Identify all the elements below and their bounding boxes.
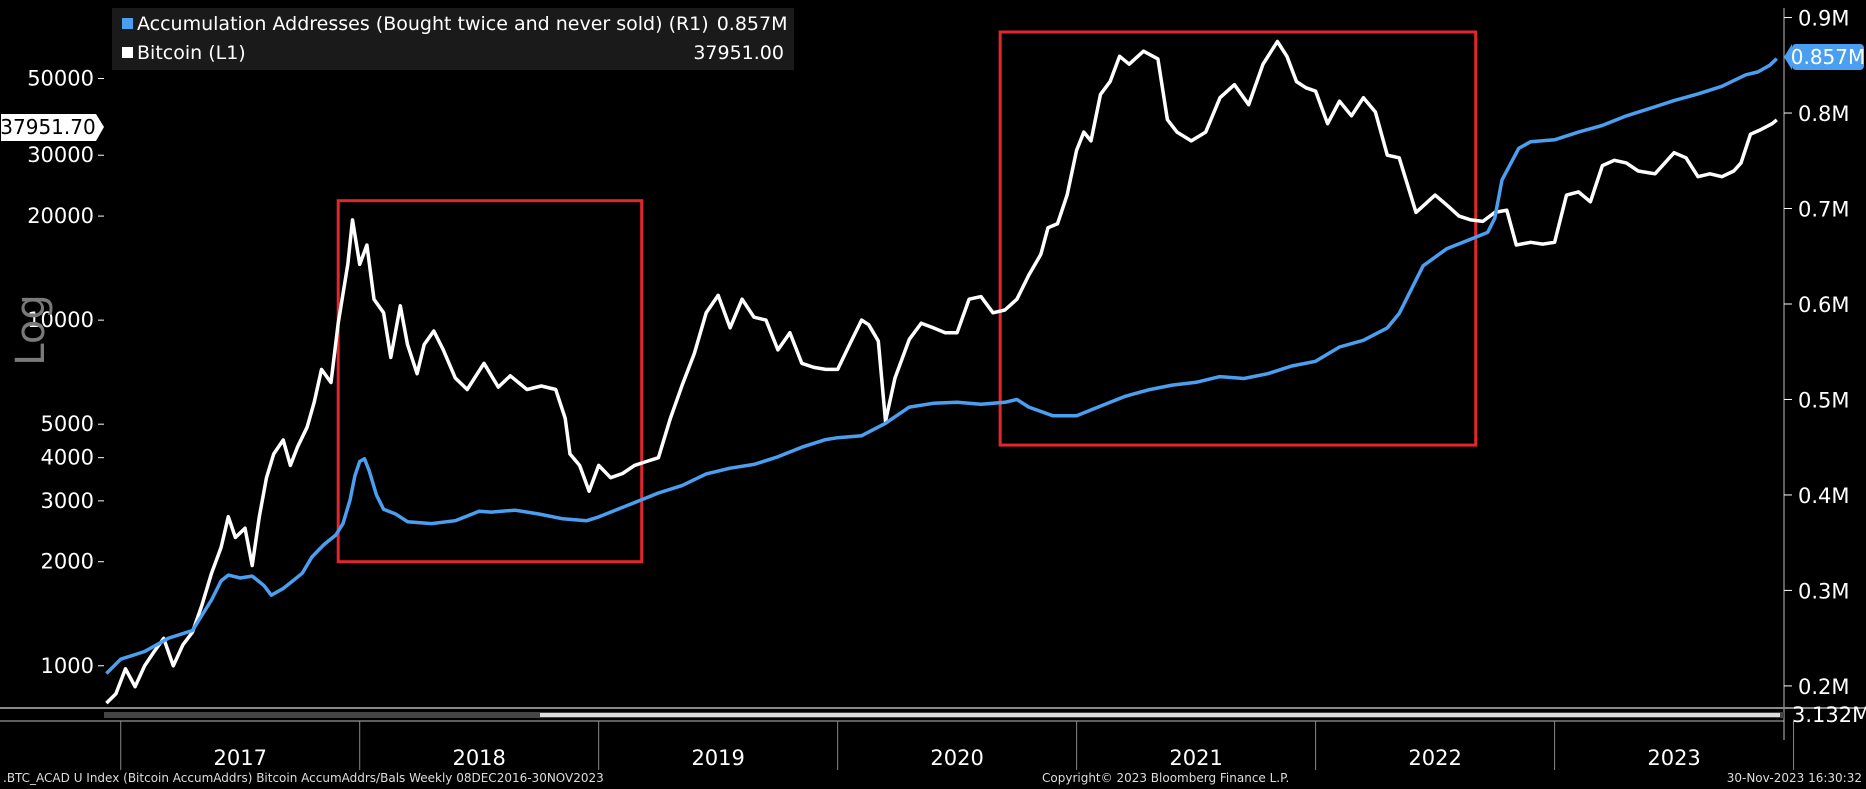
axes-frame (0, 8, 1866, 740)
footer-index-info: .BTC_ACAD U Index (Bitcoin AccumAddrs) B… (3, 771, 604, 785)
accumulation-swatch (122, 18, 133, 29)
legend-label-bitcoin: Bitcoin (L1) (137, 42, 246, 64)
last-value-left-label: 37951.70 (0, 115, 95, 139)
truncated-right-label: 3.132M (1792, 703, 1866, 727)
left-tick-label: 3000 (41, 489, 94, 513)
left-tick-label: 5000 (41, 412, 94, 436)
accumulation-line (105, 57, 1779, 675)
left-tick-label: 50000 (27, 67, 94, 91)
right-tick-label: 0.9M (1798, 7, 1850, 31)
legend-value-bitcoin: 37951.00 (693, 42, 784, 64)
bitcoin-swatch (122, 47, 133, 58)
right-axis: 0.2M 0.3M 0.4M 0.5M 0.6M 0.7M 0.8M 0.9M (1784, 7, 1850, 699)
bitcoin-line (105, 39, 1778, 705)
legend: Accumulation Addresses (Bought twice and… (112, 8, 794, 70)
footer-timestamp: 30-Nov-2023 16:30:32 (1726, 771, 1862, 785)
x-tick-label: 2023 (1647, 746, 1700, 770)
legend-item-bitcoin: Bitcoin (L1) 37951.00 (112, 40, 794, 66)
right-tick-label: 0.3M (1798, 579, 1850, 603)
legend-label-accumulation: Accumulation Addresses (Bought twice and… (137, 13, 709, 35)
x-tick-label: 2020 (930, 746, 983, 770)
last-value-right-marker: 0.857M (1784, 44, 1865, 70)
right-tick-label: 0.7M (1798, 198, 1850, 222)
right-tick-label: 0.6M (1798, 293, 1850, 317)
right-tick-label: 0.4M (1798, 484, 1850, 508)
x-tick-label: 2022 (1408, 746, 1461, 770)
right-tick-label: 0.2M (1798, 675, 1850, 699)
right-tick-label: 0.8M (1798, 102, 1850, 126)
highlight-box (336, 199, 644, 564)
left-scale-label: Log (8, 294, 54, 365)
x-tick-label: 2019 (691, 746, 744, 770)
x-tick-label: 2021 (1169, 746, 1222, 770)
left-tick-label: 10000 (27, 308, 94, 332)
footer-copyright: Copyright© 2023 Bloomberg Finance L.P. (1042, 771, 1290, 785)
left-tick-label: 1000 (41, 654, 94, 678)
last-value-right-label: 0.857M (1791, 45, 1866, 69)
highlight-boxes (336, 30, 1478, 564)
x-axis: 2017 2018 2019 2020 2021 2022 2023 (120, 721, 1795, 770)
left-tick-label: 30000 (27, 143, 94, 167)
series-lines (105, 39, 1779, 705)
left-tick-label: 4000 (41, 446, 94, 470)
left-tick-label: 20000 (27, 204, 94, 228)
highlight-box (998, 30, 1478, 447)
legend-item-accumulation: Accumulation Addresses (Bought twice and… (112, 11, 794, 37)
overview-highlight (540, 713, 1780, 717)
x-tick-label: 2017 (213, 746, 266, 770)
left-axis: 1000 2000 3000 4000 5000 10000 20000 30000 50000 (27, 67, 104, 678)
last-value-left-marker: 37951.70 (0, 114, 104, 141)
x-tick-label: 2018 (452, 746, 505, 770)
right-tick-label: 0.5M (1798, 388, 1850, 412)
legend-value-accumulation: 0.857M (716, 13, 788, 35)
left-tick-label: 2000 (41, 550, 94, 574)
